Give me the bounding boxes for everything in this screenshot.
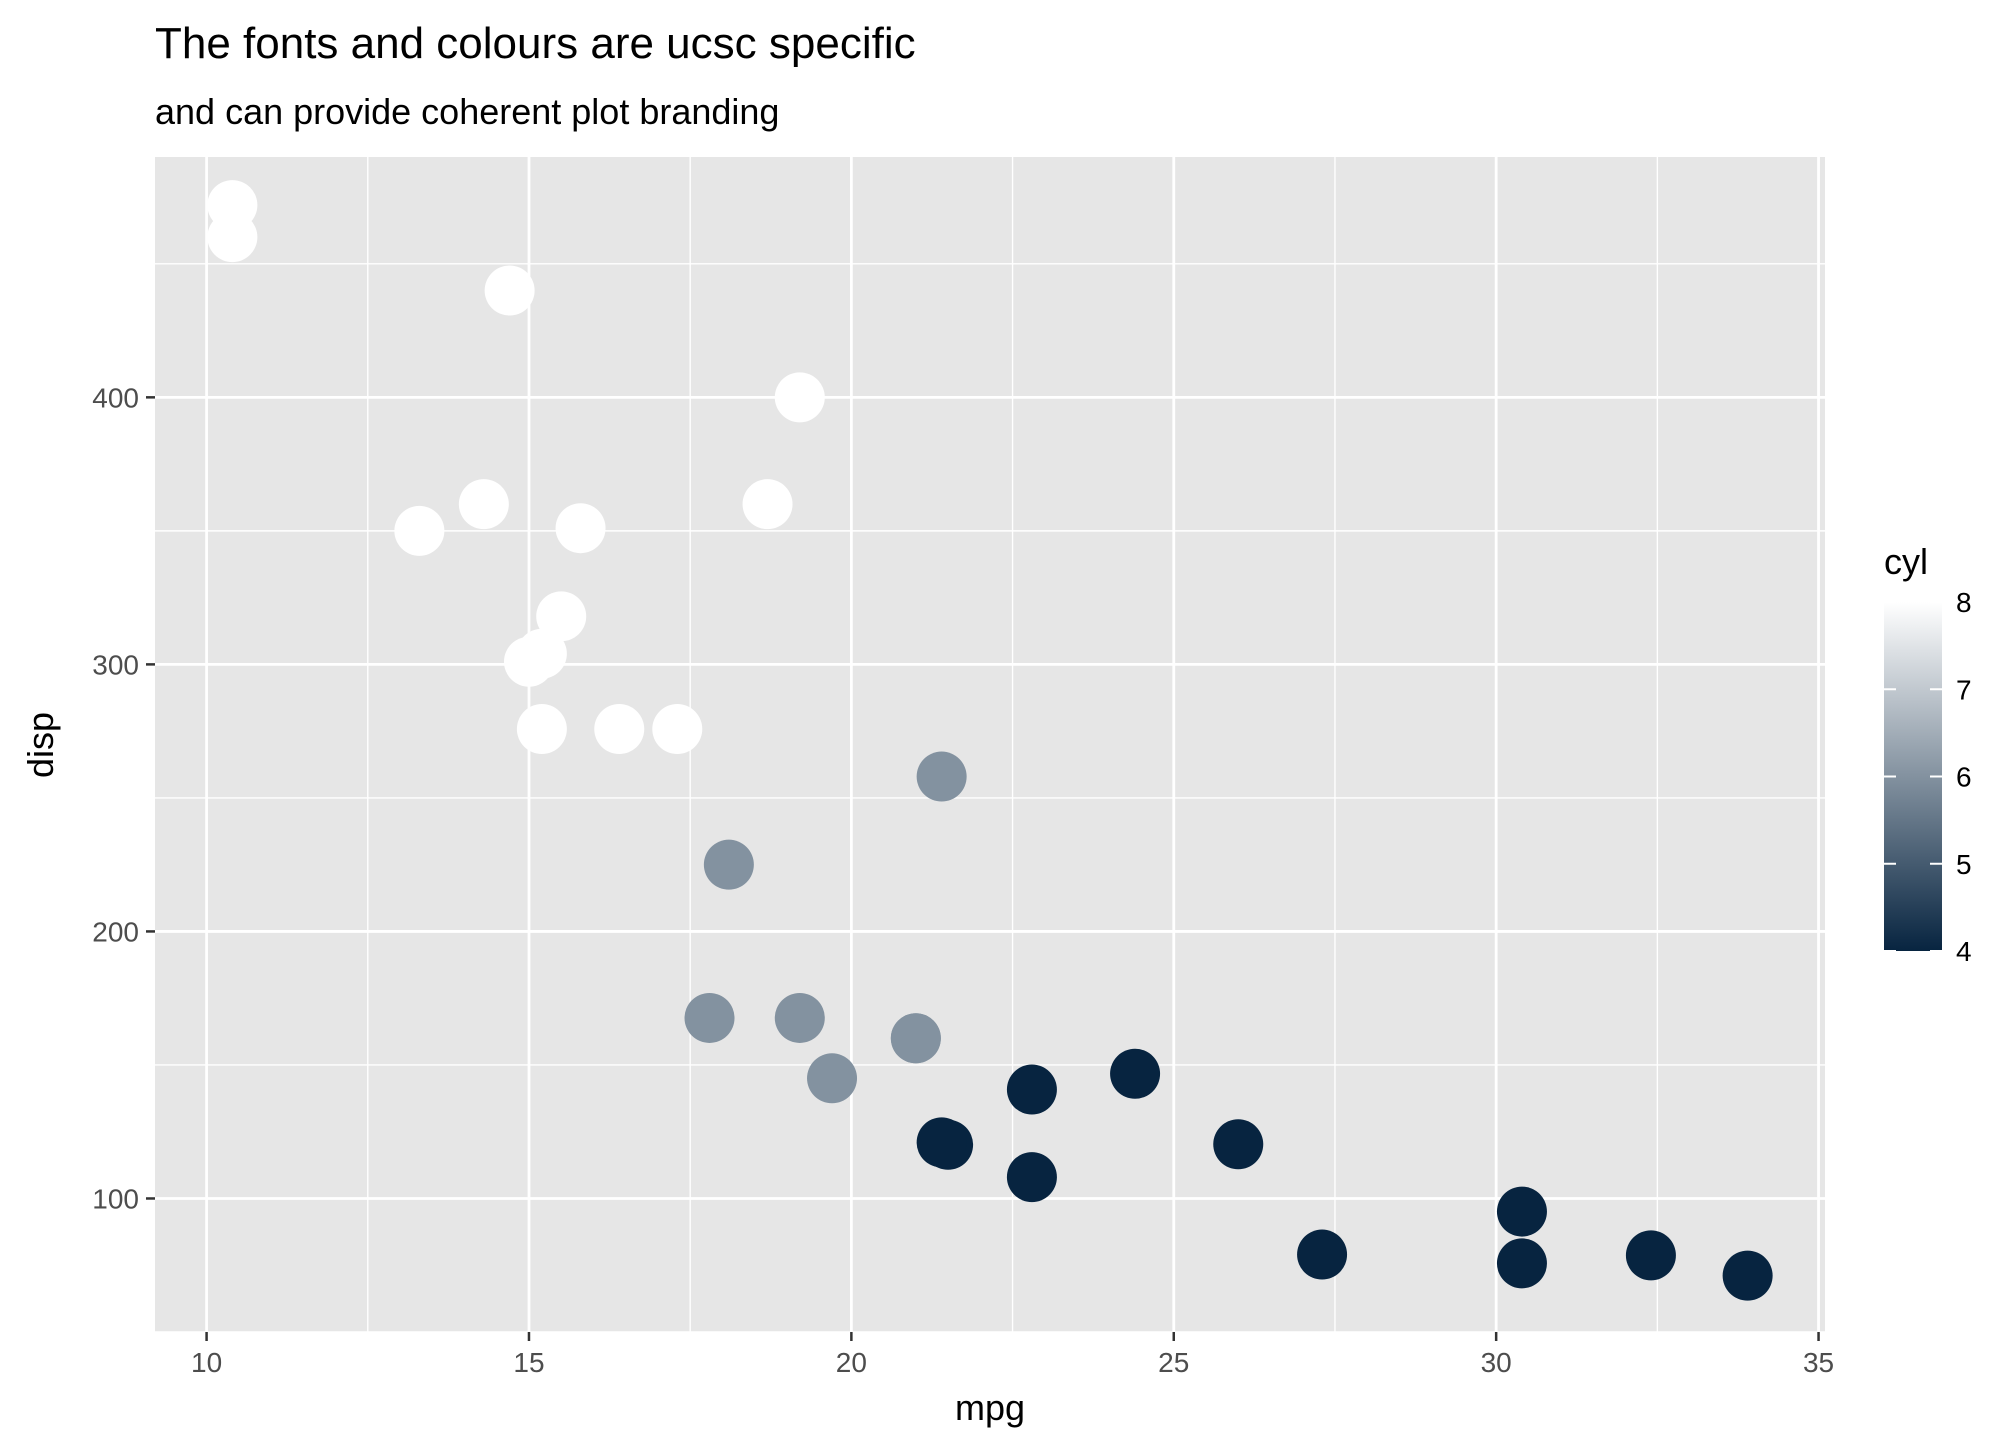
data-point: [1625, 1230, 1676, 1281]
x-tick-label: 15: [513, 1347, 544, 1378]
data-point: [807, 1053, 858, 1104]
data-point: [503, 636, 554, 687]
x-tick-label: 10: [191, 1347, 222, 1378]
data-point: [516, 704, 567, 755]
data-point: [742, 479, 793, 530]
data-points: [207, 180, 1773, 1301]
legend-tick-label: 5: [1956, 849, 1972, 880]
data-point: [1722, 1250, 1773, 1301]
x-tick-label: 30: [1481, 1347, 1512, 1378]
data-point: [458, 479, 509, 530]
legend-tick-label: 6: [1956, 762, 1972, 793]
data-point: [394, 505, 445, 556]
y-tick-label: 400: [92, 382, 139, 413]
data-point: [555, 503, 606, 554]
legend-tick-label: 4: [1956, 936, 1972, 967]
data-point: [1110, 1048, 1161, 1099]
y-tick-label: 100: [92, 1183, 139, 1214]
x-tick-label: 20: [836, 1347, 867, 1378]
data-point: [652, 704, 703, 755]
data-point: [484, 265, 535, 316]
data-point: [1297, 1229, 1348, 1280]
data-point: [774, 992, 825, 1043]
x-axis: 10 15 20 25 30 35: [191, 1332, 1834, 1378]
grid-minor: [155, 157, 1825, 1333]
data-point: [684, 992, 735, 1043]
y-axis: 100 200 300 400: [92, 382, 155, 1214]
y-tick-label: 200: [92, 916, 139, 947]
plot-panel: [155, 157, 1825, 1332]
data-point: [916, 1117, 967, 1168]
x-tick-label: 35: [1803, 1347, 1834, 1378]
data-point: [1006, 1064, 1057, 1115]
data-point: [890, 1013, 941, 1064]
data-point: [916, 751, 967, 802]
data-point: [1006, 1152, 1057, 1203]
x-axis-title: mpg: [955, 1387, 1025, 1428]
data-point: [1496, 1238, 1547, 1289]
legend-title: cyl: [1884, 541, 1928, 582]
data-point: [1496, 1186, 1547, 1237]
data-point: [774, 372, 825, 423]
chart-subtitle: and can provide coherent plot branding: [155, 91, 779, 132]
y-tick-label: 300: [92, 649, 139, 680]
legend-tick-label: 8: [1956, 587, 1972, 618]
legend-ticks: 4 5 6 7 8: [1884, 587, 1972, 967]
grid-major: [155, 157, 1825, 1332]
data-point: [207, 212, 258, 263]
data-point: [1213, 1119, 1264, 1170]
legend-tick-label: 7: [1956, 674, 1972, 705]
color-legend: cyl 4 5 6 7 8: [1884, 541, 1972, 967]
y-axis-title: disp: [20, 712, 61, 778]
chart-title: The fonts and colours are ucsc specific: [155, 19, 916, 68]
data-point: [594, 704, 645, 755]
data-point: [703, 839, 754, 890]
x-tick-label: 25: [1158, 1347, 1189, 1378]
data-point: [536, 591, 587, 642]
